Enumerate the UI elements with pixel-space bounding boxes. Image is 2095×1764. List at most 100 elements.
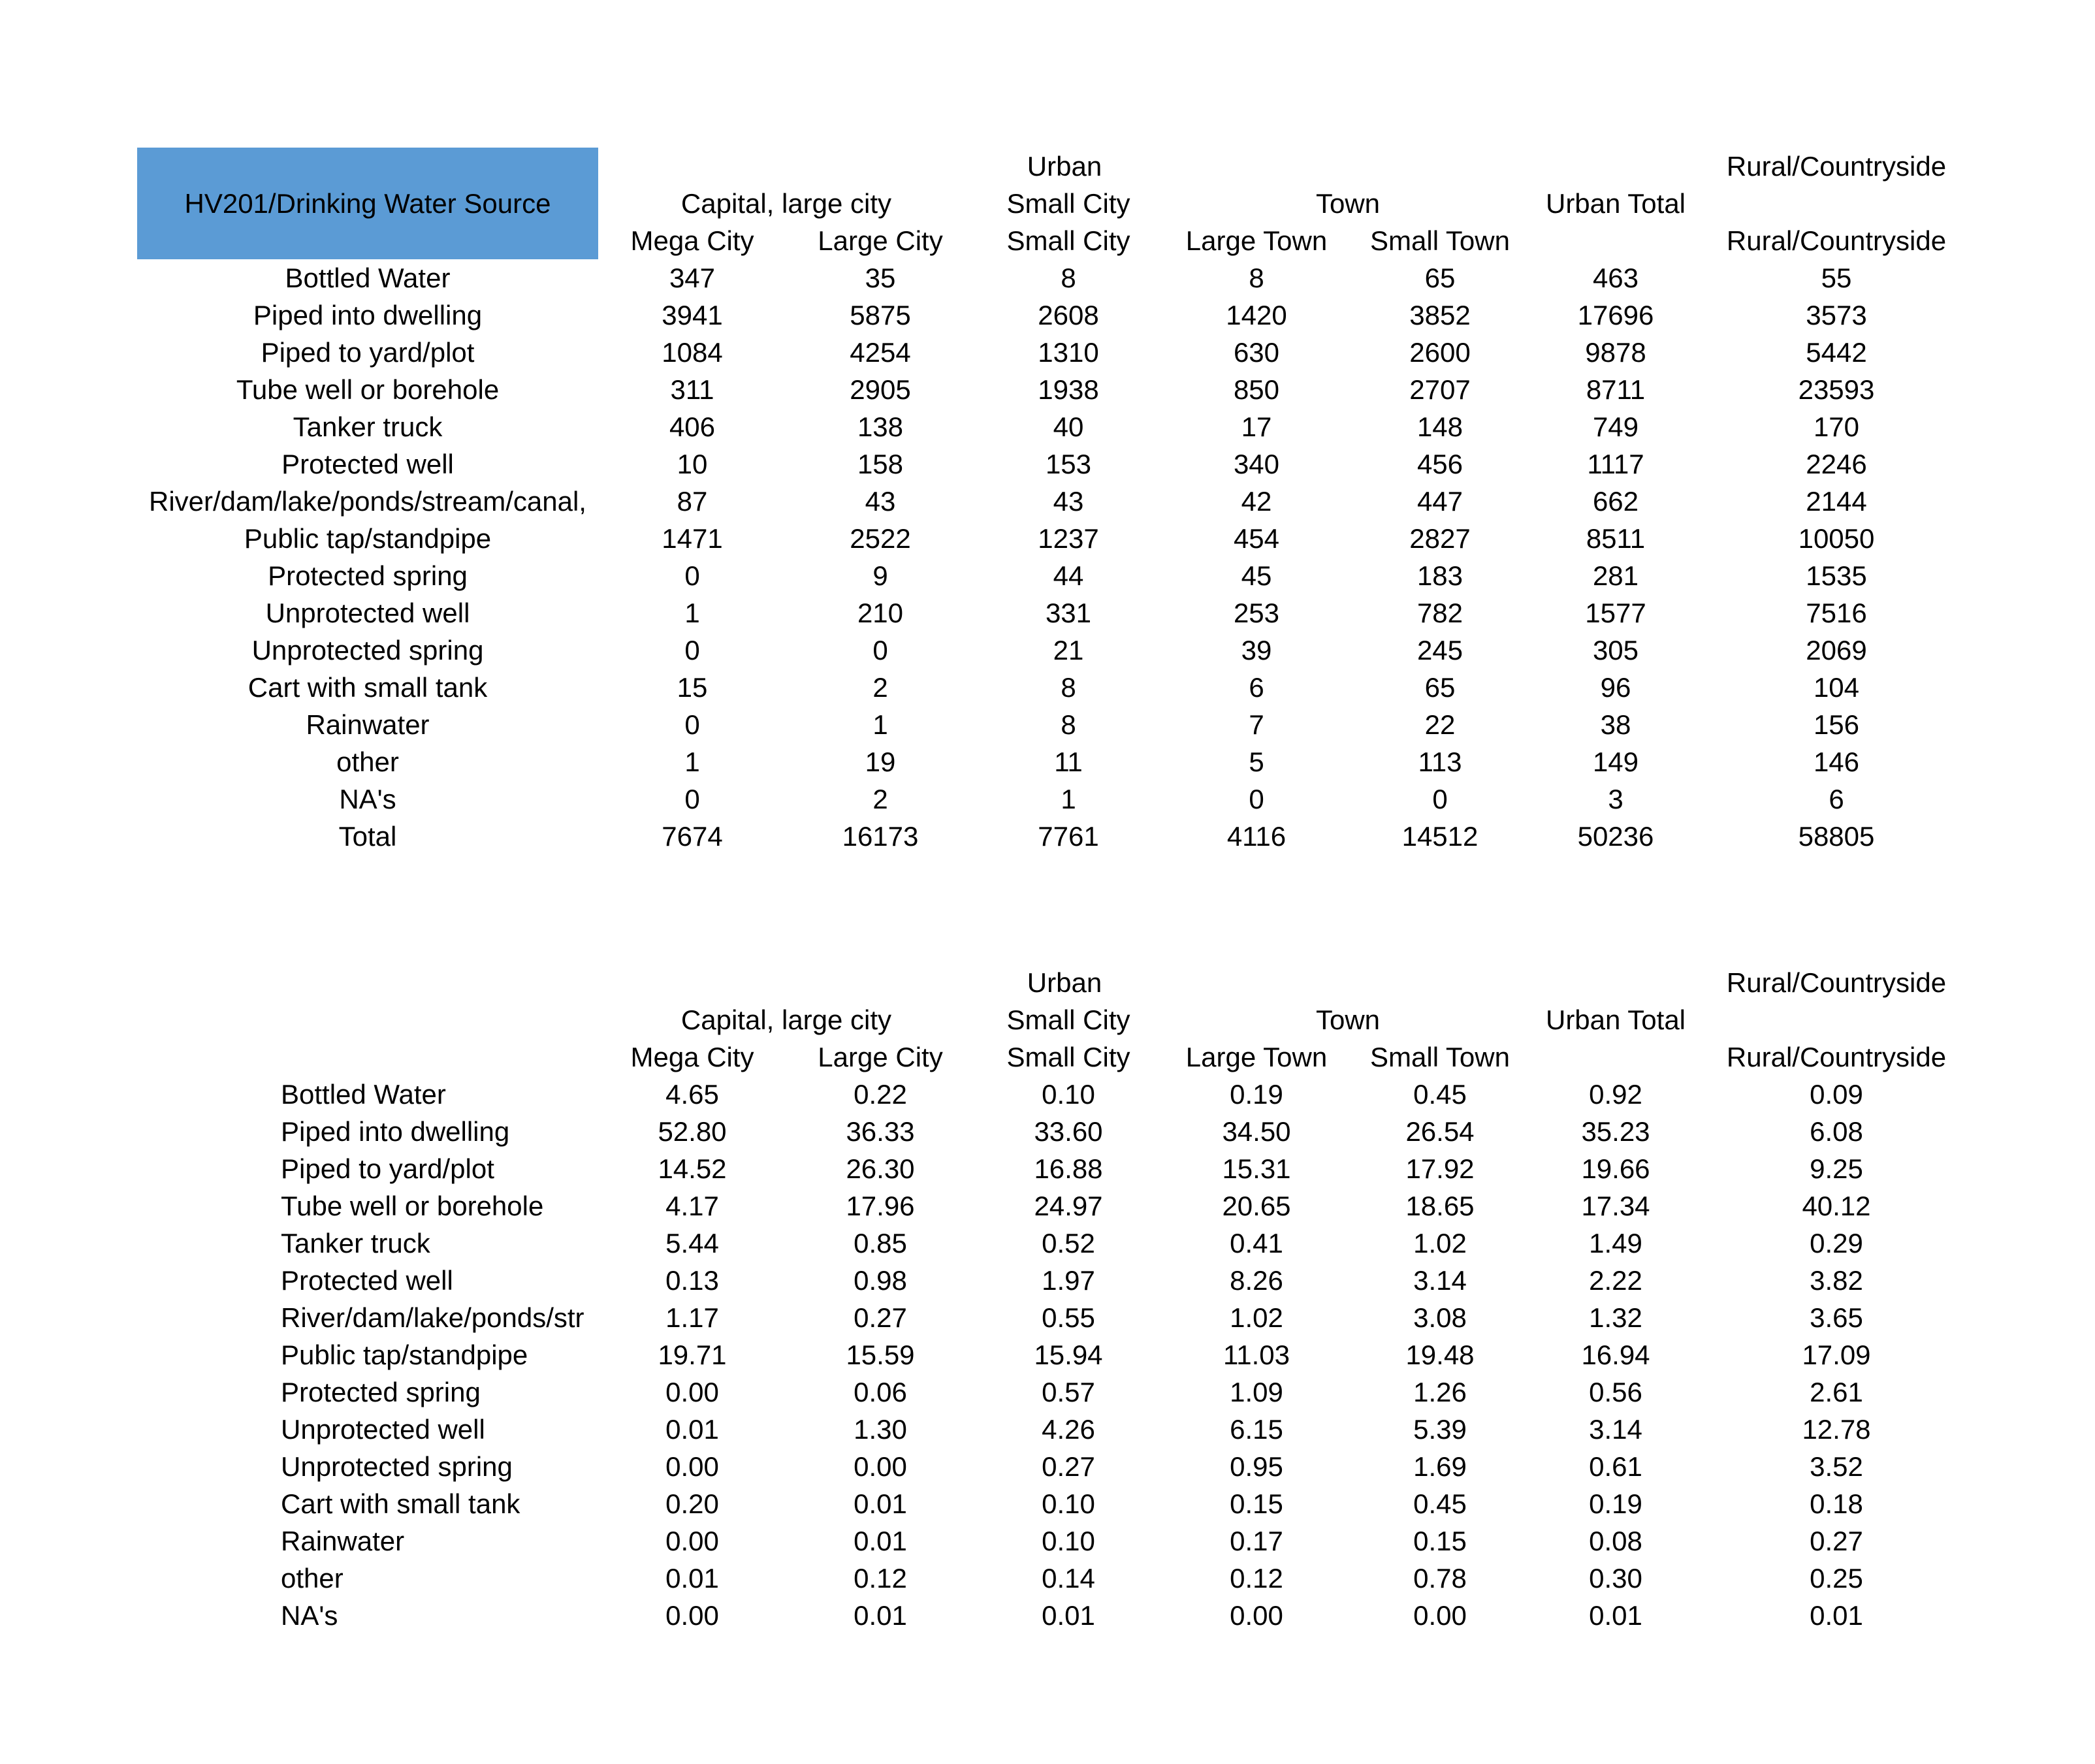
pct-value-cell: 0.92 (1589, 1079, 1642, 1110)
header-capital-large-city: Capital, large city (680, 1004, 892, 1035)
counts-value-cell: 0 (684, 635, 700, 666)
counts-value-cell: 44 (1053, 560, 1084, 591)
counts-row-label: Bottled Water (285, 263, 451, 293)
counts-value-cell: 35 (865, 263, 896, 293)
pct-value-cell: 34.50 (1222, 1116, 1291, 1147)
counts-value-cell: 8 (1061, 263, 1076, 293)
pct-value-cell: 8.26 (1230, 1265, 1283, 1296)
column-header: Mega City (630, 1042, 754, 1072)
pct-value-cell: 0.01 (854, 1526, 907, 1556)
pct-value-cell: 0.95 (1230, 1451, 1283, 1482)
counts-row-label: Tanker truck (293, 411, 443, 442)
column-header: Rural/Countryside (1726, 1042, 1947, 1072)
column-header: Small City (1006, 1042, 1130, 1072)
counts-row-label: Protected spring (268, 560, 468, 591)
pct-row-label: Cart with small tank (281, 1488, 520, 1519)
pct-value-cell: 0.55 (1042, 1302, 1095, 1333)
pct-row-label: other (281, 1563, 344, 1594)
pct-value-cell: 0.22 (854, 1079, 907, 1110)
counts-value-cell: 1 (684, 598, 700, 628)
counts-value-cell: 447 (1416, 486, 1463, 517)
header-urban-total: Urban Total (1545, 188, 1686, 219)
counts-value-cell: 2600 (1409, 337, 1471, 368)
pct-row-label: Tanker truck (281, 1228, 430, 1259)
counts-value-cell: 3852 (1409, 300, 1471, 330)
pct-value-cell: 1.09 (1230, 1377, 1283, 1407)
counts-value-cell: 0 (684, 560, 700, 591)
counts-value-cell: 17 (1241, 411, 1272, 442)
pct-value-cell: 0.13 (665, 1265, 719, 1296)
pct-value-cell: 1.17 (665, 1302, 719, 1333)
column-header: Small Town (1370, 225, 1510, 256)
counts-value-cell: 1 (872, 709, 888, 740)
counts-value-cell: 7761 (1038, 821, 1099, 852)
counts-value-cell: 245 (1416, 635, 1463, 666)
pct-value-cell: 0.18 (1810, 1488, 1863, 1519)
counts-value-cell: 42 (1241, 486, 1272, 517)
counts-value-cell: 153 (1045, 449, 1092, 479)
counts-row-label: Piped into dwelling (253, 300, 483, 330)
pct-value-cell: 0.10 (1042, 1079, 1095, 1110)
counts-value-cell: 253 (1233, 598, 1280, 628)
pct-value-cell: 19.71 (658, 1339, 727, 1370)
pct-value-cell: 26.54 (1405, 1116, 1475, 1147)
counts-value-cell: 183 (1416, 560, 1463, 591)
table-title-cell[interactable]: HV201/Drinking Water Source (137, 148, 598, 259)
pct-row-label: Protected spring (281, 1377, 481, 1407)
pct-value-cell: 0.00 (665, 1377, 719, 1407)
pct-value-cell: 0.30 (1589, 1563, 1642, 1594)
counts-value-cell: 1 (684, 746, 700, 777)
pct-value-cell: 0.19 (1230, 1079, 1283, 1110)
column-header: Rural/Countryside (1726, 225, 1947, 256)
header-urban-total: Urban Total (1545, 1004, 1686, 1035)
pct-value-cell: 0.61 (1589, 1451, 1642, 1482)
counts-value-cell: 2246 (1806, 449, 1867, 479)
counts-row-label: Cart with small tank (248, 672, 488, 703)
pct-value-cell: 0.00 (665, 1600, 719, 1631)
counts-value-cell: 8 (1061, 709, 1076, 740)
counts-value-cell: 5875 (850, 300, 911, 330)
counts-value-cell: 55 (1821, 263, 1852, 293)
counts-value-cell: 65 (1424, 263, 1456, 293)
counts-row-label: Total (338, 821, 397, 852)
pct-row-label: NA's (281, 1600, 338, 1631)
pct-row-label: Tube well or borehole (281, 1191, 544, 1221)
counts-row-label: NA's (339, 784, 396, 814)
pct-value-cell: 26.30 (846, 1153, 915, 1184)
counts-value-cell: 50236 (1577, 821, 1654, 852)
pct-value-cell: 0.15 (1230, 1488, 1283, 1519)
counts-value-cell: 9 (872, 560, 888, 591)
pct-value-cell: 3.52 (1810, 1451, 1863, 1482)
column-header: Large Town (1185, 1042, 1328, 1072)
pct-value-cell: 3.14 (1413, 1265, 1467, 1296)
pct-value-cell: 6.08 (1810, 1116, 1863, 1147)
counts-value-cell: 11 (1054, 746, 1083, 777)
pct-value-cell: 0.19 (1589, 1488, 1642, 1519)
pct-value-cell: 0.15 (1413, 1526, 1467, 1556)
pct-value-cell: 0.01 (665, 1563, 719, 1594)
pct-value-cell: 19.66 (1581, 1153, 1650, 1184)
counts-row-label: Protected well (281, 449, 454, 479)
pct-value-cell: 1.69 (1413, 1451, 1467, 1482)
pct-row-label: River/dam/lake/ponds/str (281, 1302, 584, 1333)
pct-value-cell: 0.56 (1589, 1377, 1642, 1407)
counts-row-label: other (336, 746, 399, 777)
pct-value-cell: 1.30 (854, 1414, 907, 1445)
counts-value-cell: 850 (1233, 374, 1280, 405)
pct-value-cell: 0.14 (1042, 1563, 1095, 1594)
pct-value-cell: 6.15 (1230, 1414, 1283, 1445)
counts-row-label: Public tap/standpipe (244, 523, 492, 554)
counts-value-cell: 149 (1592, 746, 1639, 777)
pct-value-cell: 16.88 (1034, 1153, 1103, 1184)
header-urban: Urban (1027, 151, 1102, 182)
counts-value-cell: 2707 (1409, 374, 1471, 405)
pct-value-cell: 0.09 (1810, 1079, 1863, 1110)
counts-value-cell: 58805 (1798, 821, 1875, 852)
pct-value-cell: 0.06 (854, 1377, 907, 1407)
pct-value-cell: 0.00 (665, 1526, 719, 1556)
pct-value-cell: 40.12 (1802, 1191, 1871, 1221)
pct-value-cell: 1.02 (1413, 1228, 1467, 1259)
column-header: Large City (818, 225, 943, 256)
counts-value-cell: 2905 (850, 374, 911, 405)
counts-value-cell: 1577 (1585, 598, 1646, 628)
